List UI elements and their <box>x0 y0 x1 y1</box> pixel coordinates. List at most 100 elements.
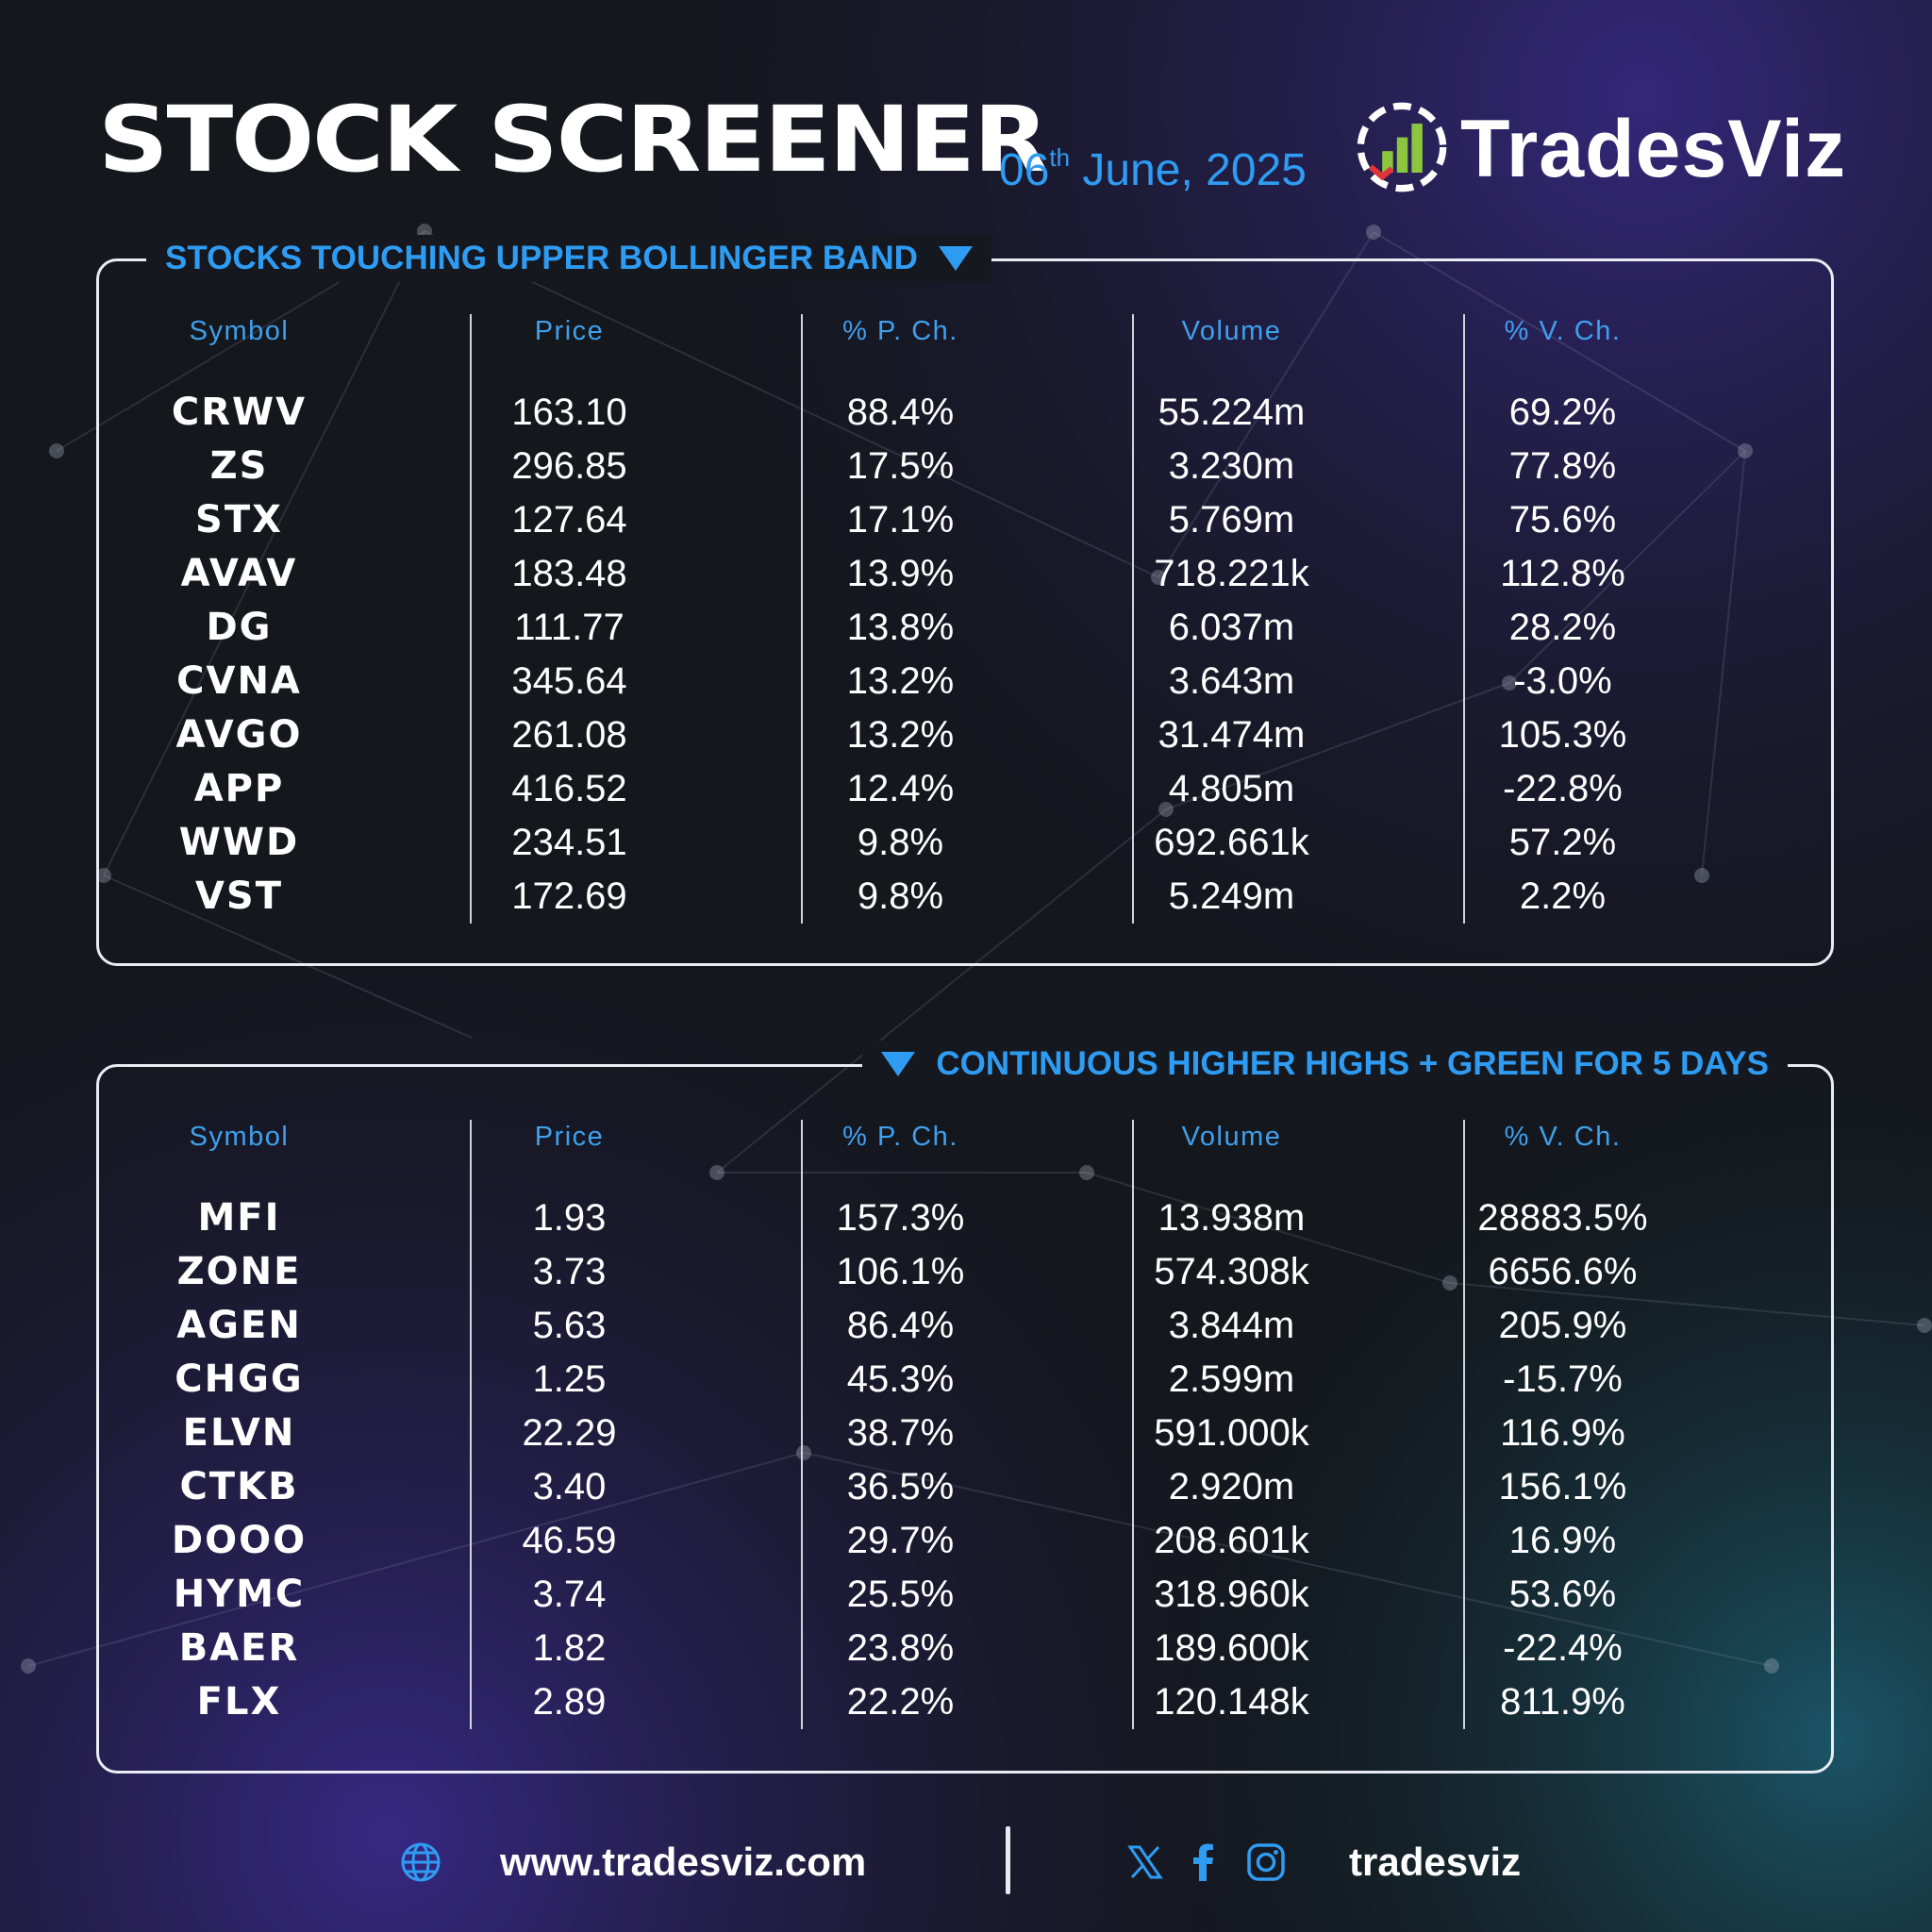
table-cell: 57.2% <box>1508 822 1617 863</box>
table-cell: 2.920m <box>1168 1466 1295 1507</box>
ticker-symbol: STX <box>195 498 283 541</box>
column-header: % P. Ch. <box>842 316 958 346</box>
ticker-symbol: CRWV <box>171 391 308 434</box>
table-cell: 3.230m <box>1168 445 1295 487</box>
ticker-symbol: APP <box>193 767 285 810</box>
column-divider <box>470 314 472 924</box>
column-header: Price <box>534 1122 605 1152</box>
date-day: 06 <box>999 145 1050 195</box>
x-icon[interactable] <box>1124 1841 1166 1883</box>
column-symbol: Symbol CRWV ZS STX AVAV DG CVNA AVGO APP WWD VST <box>74 312 405 924</box>
ticker-symbol: ZS <box>209 444 269 488</box>
table-cell: 28.2% <box>1508 607 1617 648</box>
footer-divider <box>1006 1826 1010 1894</box>
column-price-change: % P. Ch. 157.3% 106.1% 86.4% 45.3% 38.7% 36.5%… <box>735 1118 1066 1729</box>
facebook-icon[interactable] <box>1183 1841 1224 1883</box>
table-cell: 3.40 <box>532 1466 607 1507</box>
table-cell: 416.52 <box>511 768 627 809</box>
ticker-symbol: WWD <box>178 821 300 864</box>
table-cell: 22.29 <box>522 1412 617 1454</box>
table-cell: 17.5% <box>846 445 955 487</box>
column-header: Volume <box>1181 1122 1282 1152</box>
column-price: Price 1.93 3.73 5.63 1.25 22.29 3.40 46.59 3.74 1… <box>404 1118 735 1729</box>
screener-table: Symbol MFI ZONE AGEN CHGG ELVN CTKB DOOO HYMC BAE… <box>99 1067 1831 1771</box>
column-volume-change: % V. Ch. 28883.5% 6656.6% 205.9% -15.7% 116.9… <box>1397 1118 1728 1729</box>
table-cell: 45.3% <box>846 1358 955 1400</box>
table-cell: 53.6% <box>1508 1574 1617 1615</box>
table-cell: 208.601k <box>1154 1520 1309 1561</box>
table-cell: 1.25 <box>532 1358 607 1400</box>
table-cell: 3.74 <box>532 1574 607 1615</box>
date-rest: June, 2025 <box>1070 145 1307 195</box>
ticker-symbol: ZONE <box>176 1250 302 1293</box>
tradesviz-logo-icon <box>1357 102 1447 192</box>
column-symbol: Symbol MFI ZONE AGEN CHGG ELVN CTKB DOOO HYMC BAE… <box>74 1118 405 1729</box>
social-handle[interactable]: tradesviz <box>1349 1840 1522 1884</box>
table-cell: 183.48 <box>511 553 627 594</box>
table-cell: 5.769m <box>1168 499 1295 541</box>
table-cell: 105.3% <box>1498 714 1627 756</box>
higher-highs-panel: CONTINUOUS HIGHER HIGHS + GREEN FOR 5 DA… <box>96 1041 1834 1774</box>
ticker-symbol: FLX <box>196 1680 282 1724</box>
ticker-symbol: CVNA <box>176 659 302 703</box>
table-cell: 811.9% <box>1500 1681 1625 1723</box>
triangle-down-icon <box>881 1052 916 1076</box>
screener-table: Symbol CRWV ZS STX AVAV DG CVNA AVGO APP WWD VST Pr… <box>99 261 1831 963</box>
table-cell: 69.2% <box>1508 391 1617 433</box>
table-cell: 574.308k <box>1154 1251 1309 1292</box>
table-cell: 2.2% <box>1519 875 1607 917</box>
header: STOCK SCREENER 06th June, 2025 TradesViz <box>98 83 1846 196</box>
ticker-symbol: VST <box>194 874 284 918</box>
table-cell: 3.643m <box>1168 660 1295 702</box>
website-link[interactable]: www.tradesviz.com <box>500 1840 867 1884</box>
ticker-symbol: BAER <box>178 1626 300 1670</box>
table-cell: 112.8% <box>1500 553 1625 594</box>
table-cell: 13.8% <box>846 607 955 648</box>
table-cell: 6.037m <box>1168 607 1295 648</box>
column-header: Volume <box>1181 316 1282 346</box>
table-cell: 9.8% <box>857 875 944 917</box>
table-cell: 2.599m <box>1168 1358 1295 1400</box>
table-cell: 17.1% <box>846 499 955 541</box>
table-cell: 3.73 <box>532 1251 607 1292</box>
table-cell: 127.64 <box>511 499 627 541</box>
table-cell: 88.4% <box>846 391 955 433</box>
page-title: STOCK SCREENER <box>98 87 1049 192</box>
column-volume: Volume 13.938m 574.308k 3.844m 2.599m 591.000… <box>1066 1118 1397 1729</box>
table-cell: 692.661k <box>1154 822 1309 863</box>
table-cell: 345.64 <box>511 660 627 702</box>
table-cell: 156.1% <box>1498 1466 1627 1507</box>
table-cell: 12.4% <box>846 768 955 809</box>
instagram-icon[interactable] <box>1245 1841 1287 1883</box>
ticker-symbol: AVAV <box>180 552 298 595</box>
table-cell: 261.08 <box>511 714 627 756</box>
column-divider <box>1463 1120 1465 1729</box>
table-cell: 9.8% <box>857 822 944 863</box>
column-header: Symbol <box>189 1122 290 1152</box>
table-cell: 189.600k <box>1154 1627 1309 1669</box>
table-cell: 116.9% <box>1500 1412 1625 1454</box>
ticker-symbol: AVGO <box>175 713 303 757</box>
column-divider <box>1132 314 1134 924</box>
brand-name: TradesViz <box>1460 104 1846 194</box>
ticker-symbol: CHGG <box>175 1357 304 1401</box>
column-divider <box>1463 314 1465 924</box>
column-header: Price <box>534 316 605 346</box>
table-cell: 296.85 <box>511 445 627 487</box>
column-volume: Volume 55.224m 3.230m 5.769m 718.221k 6.037m 3… <box>1066 312 1397 924</box>
column-volume-change: % V. Ch. 69.2% 77.8% 75.6% 112.8% 28.2% -3.0% 1… <box>1397 312 1728 924</box>
column-divider <box>1132 1120 1134 1729</box>
table-cell: 25.5% <box>846 1574 955 1615</box>
footer: www.tradesviz.com tradesviz <box>0 1821 1932 1906</box>
panel-title-text: STOCKS TOUCHING UPPER BOLLINGER BAND <box>165 240 918 276</box>
column-header: % P. Ch. <box>842 1122 958 1152</box>
table-cell: 55.224m <box>1158 391 1306 433</box>
ticker-symbol: MFI <box>197 1196 281 1240</box>
column-price: Price 163.10 296.85 127.64 183.48 111.77 345.6… <box>404 312 735 924</box>
table-cell: 38.7% <box>846 1412 955 1454</box>
table-cell: 28883.5% <box>1477 1197 1648 1239</box>
column-price-change: % P. Ch. 88.4% 17.5% 17.1% 13.9% 13.8% 13.2% 13… <box>735 312 1066 924</box>
table-cell: 75.6% <box>1508 499 1617 541</box>
table-cell: 4.805m <box>1168 768 1295 809</box>
column-divider <box>801 314 803 924</box>
